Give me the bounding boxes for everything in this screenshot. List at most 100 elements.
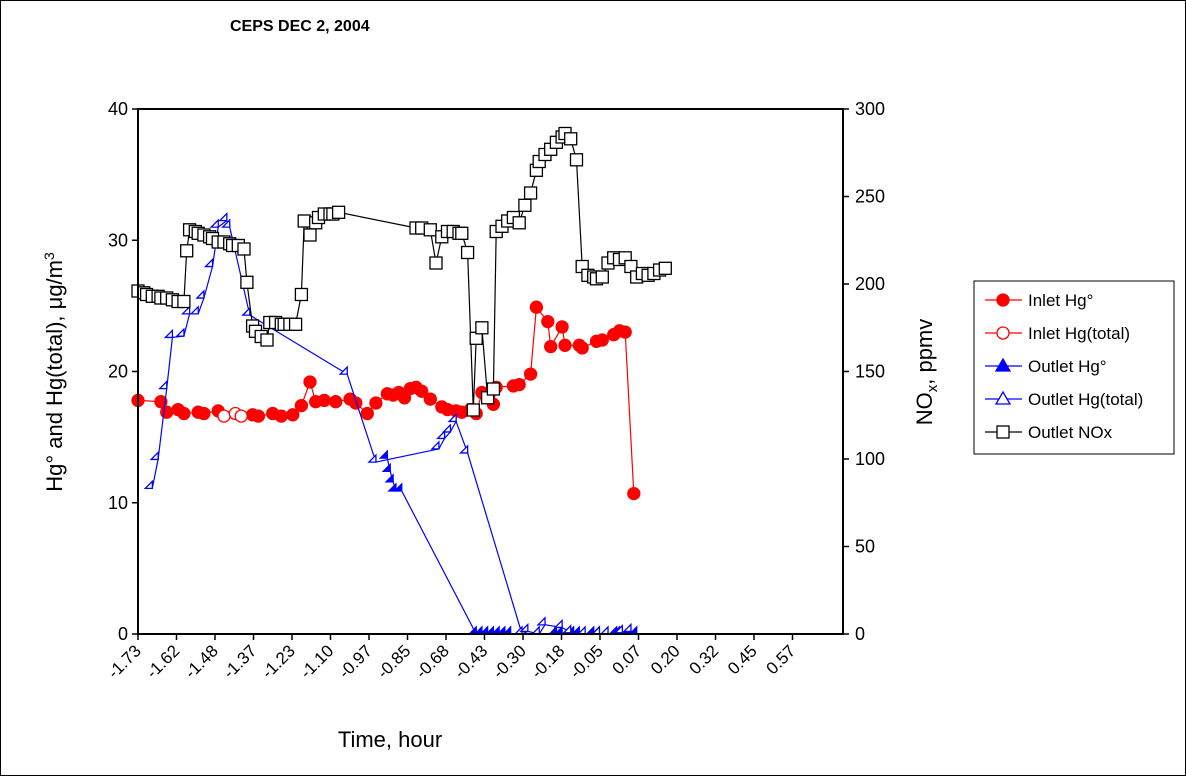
data-point [658,261,672,275]
data-point [195,289,205,299]
data-point [349,396,363,410]
data-point [143,479,154,490]
data-point [367,453,377,463]
right-y-axis-label-sub: x [924,384,941,392]
data-point [160,405,174,419]
data-point [529,300,544,314]
data-point [595,333,609,347]
data-point [175,327,185,337]
right-axis: 0 50 100 150 200 250 300 [843,99,885,644]
data-point [441,423,452,433]
data-point [518,198,532,212]
data-point [475,321,489,335]
data-point [158,380,168,390]
data-point [627,486,641,501]
data-point [523,367,538,381]
data-point [618,325,632,339]
data-point [436,429,446,440]
data-point [459,444,469,454]
data-point [466,403,480,417]
right-axis-tick-label: 100 [855,449,885,469]
legend: Inlet Hg° Inlet Hg(total) Outlet Hg° Outlet… [973,280,1175,455]
data-point [536,616,546,626]
right-y-axis-label-tail: , ppmv [912,319,937,385]
legend-label: Outlet Hg(total) [1028,390,1143,409]
legend-item: Outlet Hg° [985,357,1107,376]
data-point [541,314,555,329]
data-point [555,320,569,334]
left-axis-tick-label: 0 [118,624,128,644]
series-layer [131,126,672,635]
data-point [177,406,191,421]
legend-label: Inlet Hg(total) [1028,324,1130,343]
data-point [460,245,475,260]
legend-swatch-marker [996,293,1010,307]
data-point [294,398,309,413]
legend-label: Outlet NOx [1028,423,1113,442]
data-point [317,393,331,408]
data-point [423,223,437,237]
legend-item: Outlet Hg(total) [985,390,1143,409]
data-point [429,256,443,270]
data-point [415,384,429,398]
right-y-axis-label-main: NO [912,392,937,425]
series-outlet-hg-total- [143,212,632,635]
right-axis-tick-label: 200 [855,274,885,294]
data-point [237,242,251,256]
data-point [217,409,231,423]
data-point [260,333,274,347]
left-y-axis-label-main: Hg° and Hg(total), μg/m [42,260,67,492]
right-axis-tick-label: 300 [855,99,885,119]
data-point [564,132,578,146]
data-point [218,212,228,222]
legend-item: Outlet NOx [985,423,1113,442]
legend-item: Inlet Hg° [985,291,1093,310]
left-y-axis-label-sup: 3 [41,252,57,260]
data-point [241,306,251,316]
data-point [286,408,300,422]
series-outlet-nox [131,126,672,417]
data-point [447,412,457,423]
data-point [553,618,563,629]
data-point [203,257,214,268]
series-inlet-hg-total- [217,406,248,423]
data-point [595,270,609,284]
legend-item: Inlet Hg(total) [985,324,1130,343]
legend-label: Inlet Hg° [1028,291,1093,310]
data-point [423,392,437,406]
left-axis-tick-label: 30 [108,230,128,250]
right-y-axis-label: NOx, ppmv [912,319,941,426]
data-point [378,449,389,459]
data-point [455,226,469,240]
data-point [154,395,168,409]
legend-swatch-marker [996,425,1010,439]
data-point [519,622,529,633]
chart-title: CEPS DEC 2, 2004 [230,18,370,35]
data-point [338,365,348,375]
data-point [149,450,159,461]
data-point [221,218,231,228]
data-point [622,622,632,633]
left-axis: 0 10 20 30 40 [108,99,138,644]
data-point [523,186,538,200]
data-point [512,216,526,230]
data-point [177,294,191,309]
data-point [360,406,374,421]
data-point [180,244,194,258]
right-axis-tick-label: 250 [855,187,885,207]
data-point [384,473,394,483]
data-point [251,409,266,423]
left-axis-tick-label: 10 [108,493,128,513]
data-point [209,218,219,228]
data-point [163,328,174,339]
legend-label: Outlet Hg° [1028,357,1107,376]
data-point [387,482,397,492]
data-point [234,409,248,423]
data-point [381,462,391,473]
legend-swatch-marker [994,390,1012,405]
data-point [189,305,199,315]
data-point [393,482,403,492]
left-axis-tick-label: 40 [108,99,128,119]
data-point [274,409,288,423]
